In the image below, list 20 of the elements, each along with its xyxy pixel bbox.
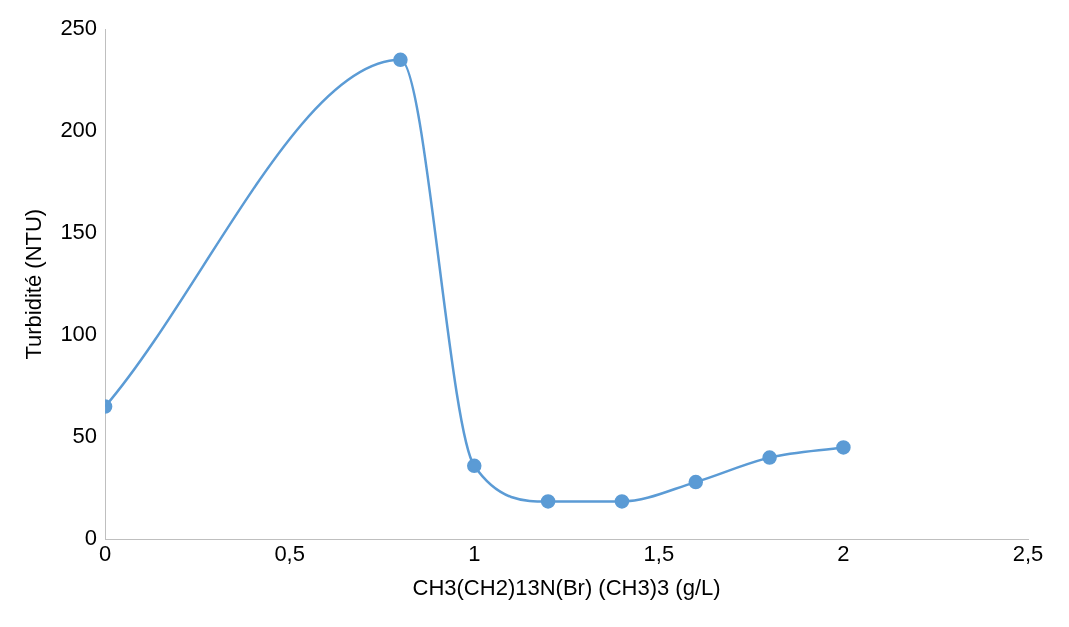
point: [688, 474, 704, 490]
point: [393, 52, 408, 68]
y-tick-label: 100: [60, 321, 98, 347]
y-tick-label: 150: [60, 219, 98, 245]
x-axis-title: CH3(CH2)13N(Br) (CH3)3 (g/L): [412, 574, 721, 600]
x-tick-label: 2,5: [1012, 541, 1044, 567]
x-tick-label: 2: [837, 541, 850, 567]
point: [614, 494, 630, 509]
y-axis-title: Turbidité (NTU): [21, 208, 47, 360]
point: [836, 440, 851, 455]
x-tick-label: 1,5: [643, 541, 675, 567]
y-tick-label: 250: [60, 15, 98, 41]
point: [540, 494, 556, 509]
x-tick-label: 0,5: [274, 541, 305, 567]
y-tick-label: 0: [84, 525, 98, 551]
y-tick-label: 50: [72, 423, 98, 449]
point: [762, 450, 777, 465]
y-tick-label: 200: [60, 117, 98, 143]
point: [467, 458, 482, 474]
x-tick-label: 1: [468, 541, 481, 567]
